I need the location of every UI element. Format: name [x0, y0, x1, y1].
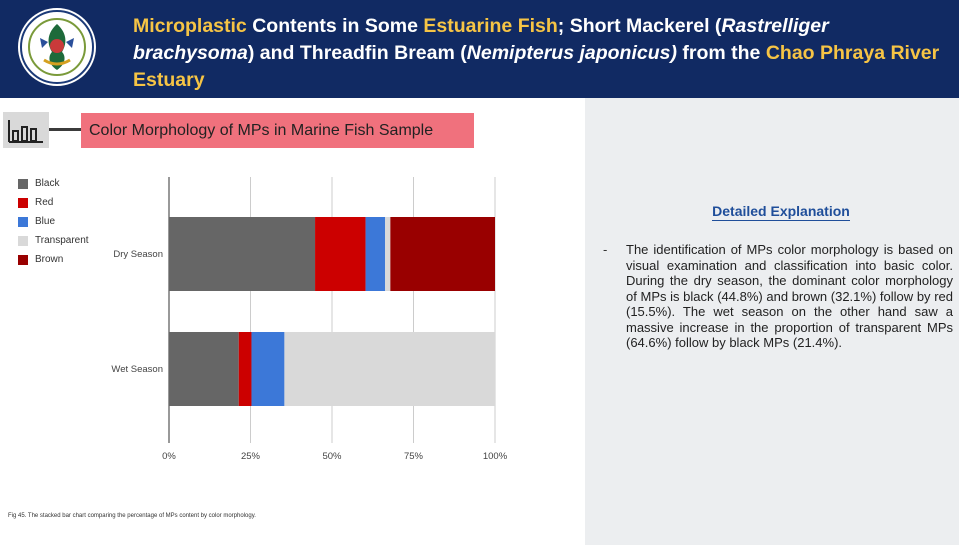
title-segment: ; Short Mackerel ( — [557, 15, 722, 37]
legend-swatch — [18, 197, 28, 208]
bar-segment — [385, 217, 391, 291]
explanation-title: Detailed Explanation — [585, 203, 959, 221]
bar-segment — [365, 217, 386, 291]
legend-label: Black — [35, 178, 60, 189]
legend-label: Blue — [35, 216, 56, 227]
bar-segment — [251, 332, 285, 406]
title-segment: ) and Threadfin Bream ( — [247, 42, 467, 64]
title-segment: Rastrelliger brachysoma — [133, 15, 829, 64]
bar-segment — [284, 332, 495, 406]
bar-segment — [169, 332, 239, 406]
title-segment: Nemipterus japonicus) — [466, 42, 677, 64]
bar-segment — [169, 217, 316, 291]
explanation-text: The identification of MPs color morpholo… — [626, 242, 953, 350]
bar-segment — [390, 217, 495, 291]
university-logo — [18, 8, 96, 86]
x-tick-label: 100% — [483, 451, 508, 462]
category-label: Dry Season — [113, 249, 163, 260]
explanation-title-text: Detailed Explanation — [712, 203, 850, 221]
bar-segment — [238, 332, 252, 406]
legend-item: Transparent — [18, 231, 89, 250]
legend-item: Brown — [18, 250, 89, 269]
section-label: Color Morphology of MPs in Marine Fish S… — [81, 113, 474, 148]
legend-swatch — [18, 178, 28, 189]
category-label: Wet Season — [111, 364, 163, 375]
figure-caption: Fig 45. The stacked bar chart comparing … — [8, 513, 256, 519]
legend-item: Black — [18, 174, 89, 193]
x-tick-label: 25% — [241, 451, 261, 462]
chart-legend: Black Red Blue Transparent Brown — [18, 174, 89, 269]
x-tick-label: 75% — [404, 451, 424, 462]
title-segment: Chao Phraya River Estuary — [133, 42, 940, 91]
bar-segment — [315, 217, 366, 291]
legend-item: Red — [18, 193, 89, 212]
title-segment: from the — [676, 42, 766, 64]
header-banner: Microplastic Contents in Some Estuarine … — [0, 0, 959, 98]
legend-label: Red — [35, 197, 54, 208]
legend-swatch — [18, 216, 28, 227]
bar-chart-icon — [3, 112, 49, 148]
x-tick-label: 50% — [322, 451, 342, 462]
section-connector-line — [49, 128, 81, 131]
title-segment: Contents in Some — [246, 15, 424, 37]
legend-swatch — [18, 254, 28, 265]
title-segment: Estuarine Fish — [423, 15, 558, 37]
title-segment: Microplastic — [133, 15, 247, 37]
legend-item: Blue — [18, 212, 89, 231]
legend-label: Brown — [35, 254, 64, 265]
stacked-bar-chart: 0% 25% 50% 75% 100% Dry Season Wet Season — [111, 177, 508, 462]
explanation-panel — [585, 98, 959, 545]
bullet-dash: - — [603, 242, 608, 257]
legend-swatch — [18, 235, 28, 246]
legend-label: Transparent — [35, 235, 89, 246]
x-tick-label: 0% — [162, 451, 176, 462]
page-title: Microplastic Contents in Some Estuarine … — [133, 13, 943, 94]
